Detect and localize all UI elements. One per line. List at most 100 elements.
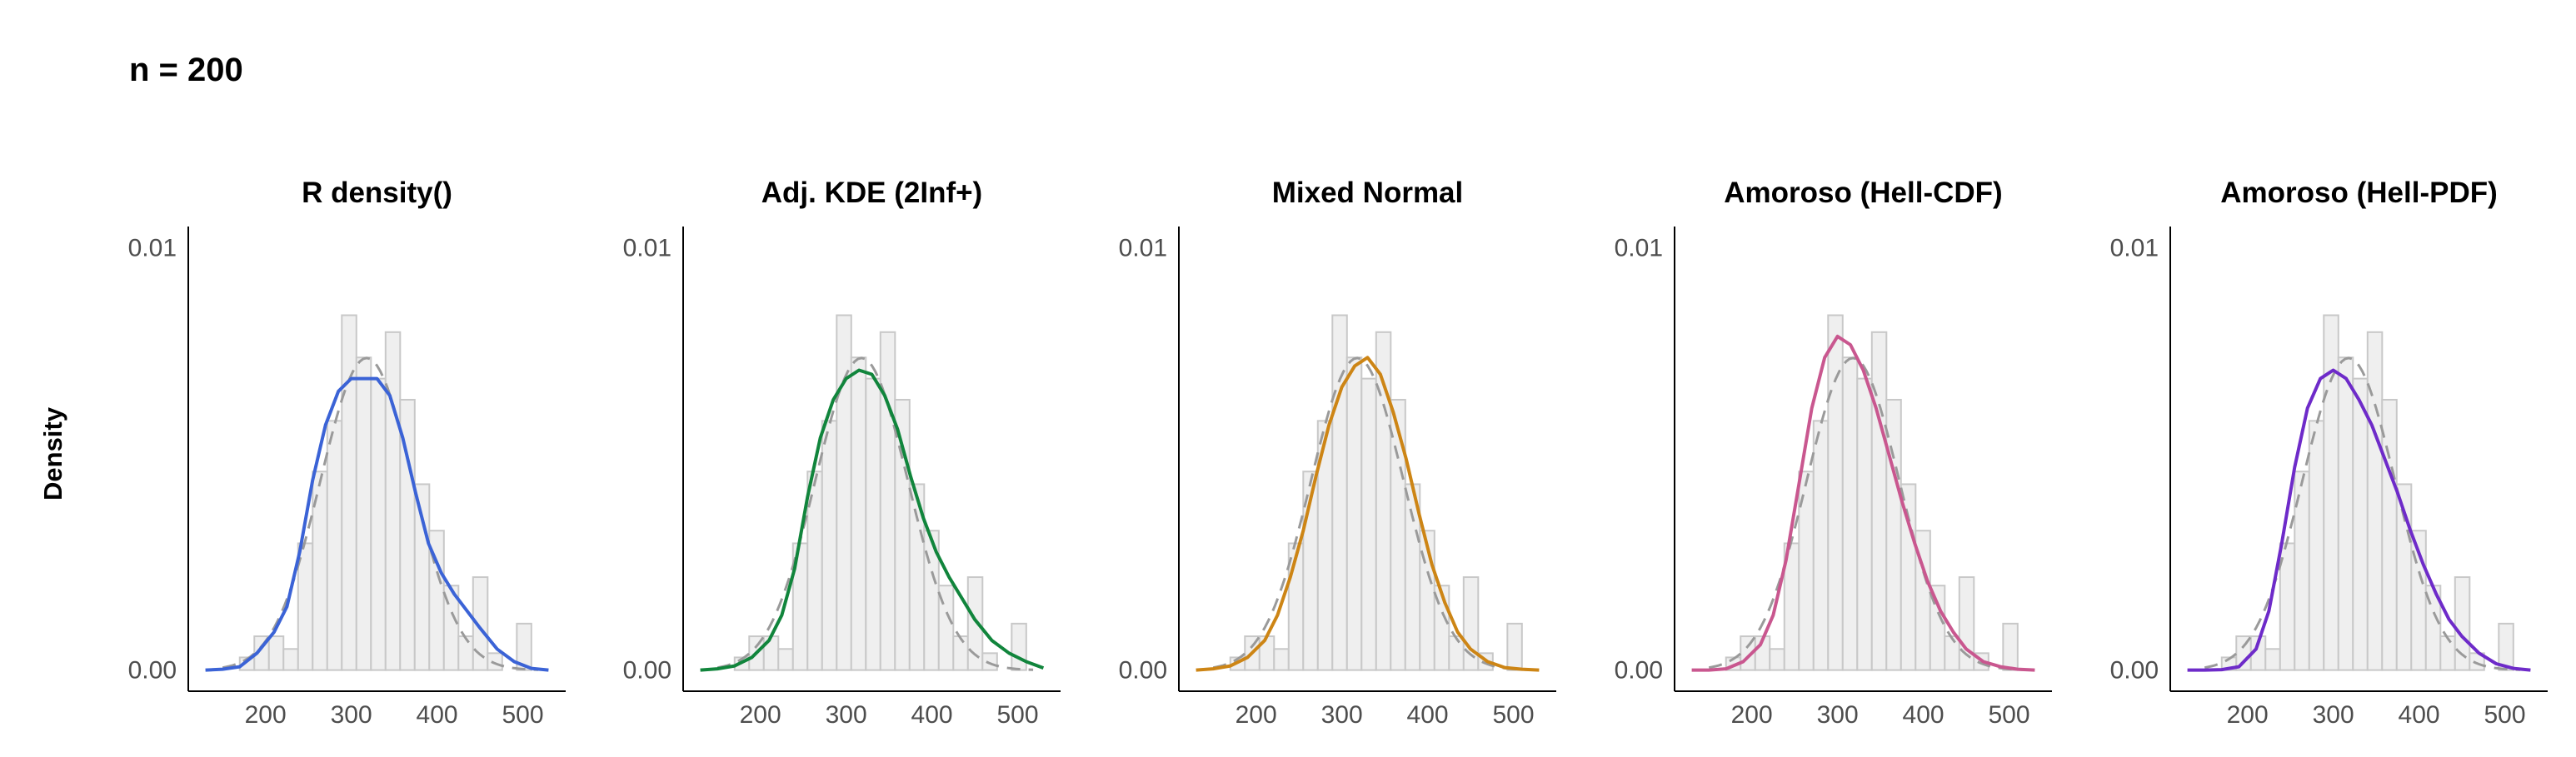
histogram-bar (1769, 648, 1785, 671)
histogram-bar (282, 648, 299, 671)
histogram-bar (1827, 314, 1844, 671)
panel-5: Amoroso (Hell-PDF) 0.00 0.01 200 300 400 500 (2110, 177, 2548, 729)
histogram-bar (821, 420, 838, 671)
reference-density-curve (2204, 356, 2521, 671)
y-tick-label: 0.00 (1119, 657, 1167, 685)
histogram-bar (1812, 420, 1830, 671)
x-tick-label: 400 (1407, 701, 1449, 729)
histogram-bar (836, 314, 852, 671)
histogram-bar (472, 576, 489, 671)
y-tick-label: 0.00 (1615, 657, 1663, 685)
fitted-density-curve (1691, 334, 2035, 672)
fitted-density-curve (205, 376, 549, 672)
histogram-bar (1944, 635, 1960, 671)
histogram-bar (2498, 622, 2514, 671)
panel-1: R density() 0.00 0.01 200 300 400 500 (128, 177, 566, 729)
x-tick-label: 500 (1988, 701, 2029, 729)
reference-density-curve (1708, 356, 2025, 671)
y-tick-label: 0.00 (128, 657, 177, 685)
x-tick-label: 400 (1903, 701, 1944, 729)
x-tick-label: 300 (2313, 701, 2354, 729)
x-tick-label: 200 (245, 701, 287, 729)
histogram-bar (777, 648, 794, 671)
page-title: n = 200 (129, 52, 243, 88)
histogram-bar (865, 377, 881, 671)
histogram-bar (384, 331, 402, 671)
y-tick-label: 0.01 (1615, 234, 1663, 261)
histogram-bar (1273, 648, 1290, 671)
histogram-bar (966, 576, 984, 671)
x-tick-label: 200 (740, 701, 781, 729)
x-tick-label: 300 (331, 701, 372, 729)
histogram-bar (981, 652, 998, 671)
histogram-bar (937, 585, 955, 671)
x-tick-label: 500 (502, 701, 543, 729)
histogram-bar (1856, 377, 1873, 671)
y-tick-label: 0.01 (2110, 234, 2159, 261)
x-tick-label: 300 (1817, 701, 1859, 729)
histogram-bar (2352, 377, 2369, 671)
histogram-bar (2337, 356, 2354, 671)
panel-3: Mixed Normal 0.00 0.01 200 300 400 500 (1119, 177, 1556, 729)
x-tick-label: 400 (2399, 701, 2440, 729)
histogram-bar (487, 652, 503, 671)
histogram-bar (370, 377, 387, 671)
x-tick-label: 500 (996, 701, 1038, 729)
histogram-bar (2381, 398, 2398, 671)
reference-density-curve (1212, 356, 1530, 671)
fitted-density-curve (2187, 368, 2531, 672)
x-tick-label: 400 (417, 701, 458, 729)
x-tick-label: 200 (2227, 701, 2269, 729)
reference-density-curve (716, 356, 1034, 671)
panel-title: Amoroso (Hell-PDF) (2220, 177, 2498, 209)
histogram-bar (1929, 585, 1946, 671)
histogram-bar (442, 585, 460, 671)
x-tick-label: 500 (2484, 701, 2525, 729)
panel-4: Amoroso (Hell-CDF) 0.00 0.01 200 300 400 500 (1615, 177, 2052, 729)
panel-2: Adj. KDE (2Inf+) 0.00 0.01 200 300 400 500 (623, 177, 1061, 729)
x-tick-label: 300 (1321, 701, 1363, 729)
histogram-bar (1331, 314, 1348, 671)
histogram-bar (267, 635, 285, 671)
histogram-bar (1360, 377, 1377, 671)
x-tick-label: 200 (1236, 701, 1277, 729)
histogram-bar (1506, 622, 1523, 671)
panel-title: Amoroso (Hell-CDF) (1724, 177, 2002, 209)
histogram-bar (1885, 398, 1902, 671)
x-tick-label: 400 (911, 701, 953, 729)
histogram-bar (2439, 635, 2456, 671)
histogram-bar (952, 635, 969, 671)
x-tick-label: 200 (1731, 701, 1773, 729)
histogram-bar (1870, 331, 1888, 671)
histogram-bar (879, 331, 896, 671)
panel-title: Mixed Normal (1272, 177, 1464, 209)
x-tick-label: 500 (1492, 701, 1534, 729)
histogram-bar (1448, 635, 1465, 671)
y-tick-label: 0.01 (1119, 234, 1167, 261)
histogram-bar (1011, 622, 1027, 671)
histogram-bar (2308, 420, 2325, 671)
y-tick-label: 0.00 (623, 657, 671, 685)
x-tick-label: 300 (826, 701, 867, 729)
histogram-bar (326, 420, 343, 671)
y-tick-label: 0.01 (623, 234, 671, 261)
panel-title: R density() (302, 177, 452, 209)
reference-density-curve (222, 356, 539, 671)
fitted-density-curve (700, 368, 1045, 672)
histogram-bar (1841, 356, 1859, 671)
histogram-bar (2366, 331, 2384, 671)
histogram-bar (2002, 622, 2019, 671)
histogram-bar (1900, 483, 1917, 671)
panel-title: Adj. KDE (2Inf+) (761, 177, 982, 209)
histogram-bar (2323, 314, 2339, 671)
histogram-bar (2454, 576, 2471, 671)
histogram-bar (1345, 356, 1363, 671)
y-tick-label: 0.01 (128, 234, 177, 261)
histogram-bar (457, 635, 474, 671)
histogram-bar (2264, 648, 2281, 671)
histogram-bar (341, 314, 357, 671)
histogram-bar (850, 356, 867, 671)
fitted-density-curve (1196, 356, 1540, 672)
histogram-bar (355, 356, 372, 671)
